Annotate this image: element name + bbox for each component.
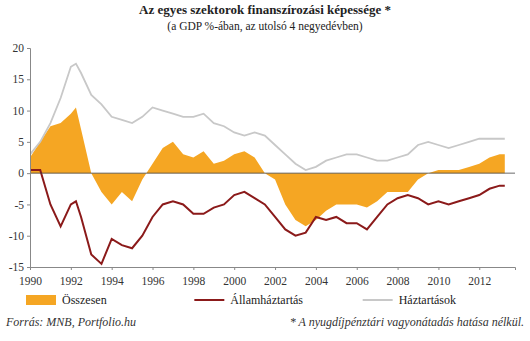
y-tick-label: -5	[14, 199, 24, 211]
x-axis: 1990 1992 1994 1996 1998 2000 2002 2004 2006 2008…	[19, 267, 516, 287]
subtitle: (a GDP %-ában, az utolsó 4 negyedévben)	[167, 20, 362, 33]
y-tick: -10	[9, 230, 30, 242]
legend: Összesen Államháztartás Háztartások	[26, 293, 456, 307]
x-tick: 2010	[427, 267, 450, 287]
x-tick-mark	[275, 267, 276, 270]
x-axis-line	[31, 268, 516, 271]
y-tick: 5	[18, 136, 30, 148]
x-tick: 2008	[387, 267, 410, 287]
x-tick-mark	[357, 267, 358, 270]
y-tick: -5	[14, 199, 30, 211]
x-tick-label: 2012	[468, 275, 491, 287]
x-tick-mark	[479, 267, 480, 270]
x-tick-label: 2004	[305, 275, 328, 287]
x-tick: 1996	[142, 267, 165, 287]
x-tick-mark	[234, 267, 235, 270]
legend-item: Háztartások	[363, 293, 456, 307]
footnote: * A nyugdíjpénztári vagyonátadás hatása …	[290, 315, 524, 329]
plot-area	[30, 64, 505, 264]
x-tick-mark	[30, 267, 31, 270]
x-tick-label: 2000	[223, 275, 246, 287]
line-series	[30, 170, 505, 264]
x-tick: 2012	[468, 267, 491, 287]
x-tick-label: 1994	[101, 275, 124, 287]
x-tick: 2002	[264, 267, 287, 287]
y-tick: -15	[9, 261, 30, 273]
y-tick-mark	[27, 236, 30, 237]
x-tick-label: 1998	[182, 275, 205, 287]
x-tick-mark	[398, 267, 399, 270]
x-tick-mark	[153, 267, 154, 270]
y-tick: 10	[13, 105, 31, 117]
x-tick: 2000	[223, 267, 246, 287]
x-tick: 1998	[182, 267, 205, 287]
x-tick-label: 1990	[19, 275, 42, 287]
legend-item: Összesen	[26, 293, 107, 307]
y-tick-mark	[27, 142, 30, 143]
legend-swatch	[363, 299, 393, 301]
x-tick: 1994	[101, 267, 124, 287]
y-tick-label: 15	[13, 73, 25, 85]
y-tick-mark	[27, 267, 30, 268]
y-tick-mark	[27, 48, 30, 49]
y-tick-label: 5	[18, 136, 24, 148]
y-tick: 20	[13, 42, 31, 54]
zero-line	[30, 173, 515, 174]
y-tick-label: -15	[9, 261, 25, 273]
x-tick: 2006	[346, 267, 369, 287]
x-tick-mark	[193, 267, 194, 270]
x-tick-label: 1996	[142, 275, 165, 287]
y-tick-label: 10	[13, 105, 25, 117]
x-tick-label: 2010	[427, 275, 450, 287]
y-tick-label: 20	[13, 42, 25, 54]
line-series	[30, 64, 505, 170]
source: Forrás: MNB, Portfolio.hu	[5, 315, 136, 329]
legend-swatch	[26, 295, 56, 305]
x-tick-mark	[112, 267, 113, 270]
x-tick: 1992	[60, 267, 83, 287]
y-tick-label: -10	[9, 230, 25, 242]
x-tick-label: 2008	[387, 275, 410, 287]
title: Az egyes szektorok finanszírozási képess…	[139, 2, 391, 17]
x-tick: 2004	[305, 267, 328, 287]
x-tick-mark	[71, 267, 72, 270]
y-tick-mark	[27, 111, 30, 112]
y-tick-mark	[27, 173, 30, 174]
x-tick-label: 1992	[60, 275, 83, 287]
x-tick-label: 2002	[264, 275, 287, 287]
x-tick-mark	[316, 267, 317, 270]
y-axis-line	[27, 49, 31, 268]
y-tick-mark	[27, 79, 30, 80]
y-tick-label: 0	[18, 167, 24, 179]
chart: Az egyes szektorok finanszírozási képess…	[0, 0, 530, 341]
legend-swatch	[194, 299, 224, 301]
legend-label: Összesen	[62, 293, 107, 307]
legend-item: Államháztartás	[194, 293, 303, 307]
y-axis: -15 -10 -5 0 5 10 15 20	[9, 42, 31, 273]
y-tick-mark	[27, 204, 30, 205]
x-tick-label: 2006	[346, 275, 369, 287]
y-tick: 0	[18, 167, 30, 179]
legend-label: Államháztartás	[230, 293, 303, 307]
y-tick: 15	[13, 73, 31, 85]
x-tick: 1990	[19, 267, 42, 287]
legend-label: Háztartások	[399, 293, 456, 307]
x-tick-mark	[438, 267, 439, 270]
